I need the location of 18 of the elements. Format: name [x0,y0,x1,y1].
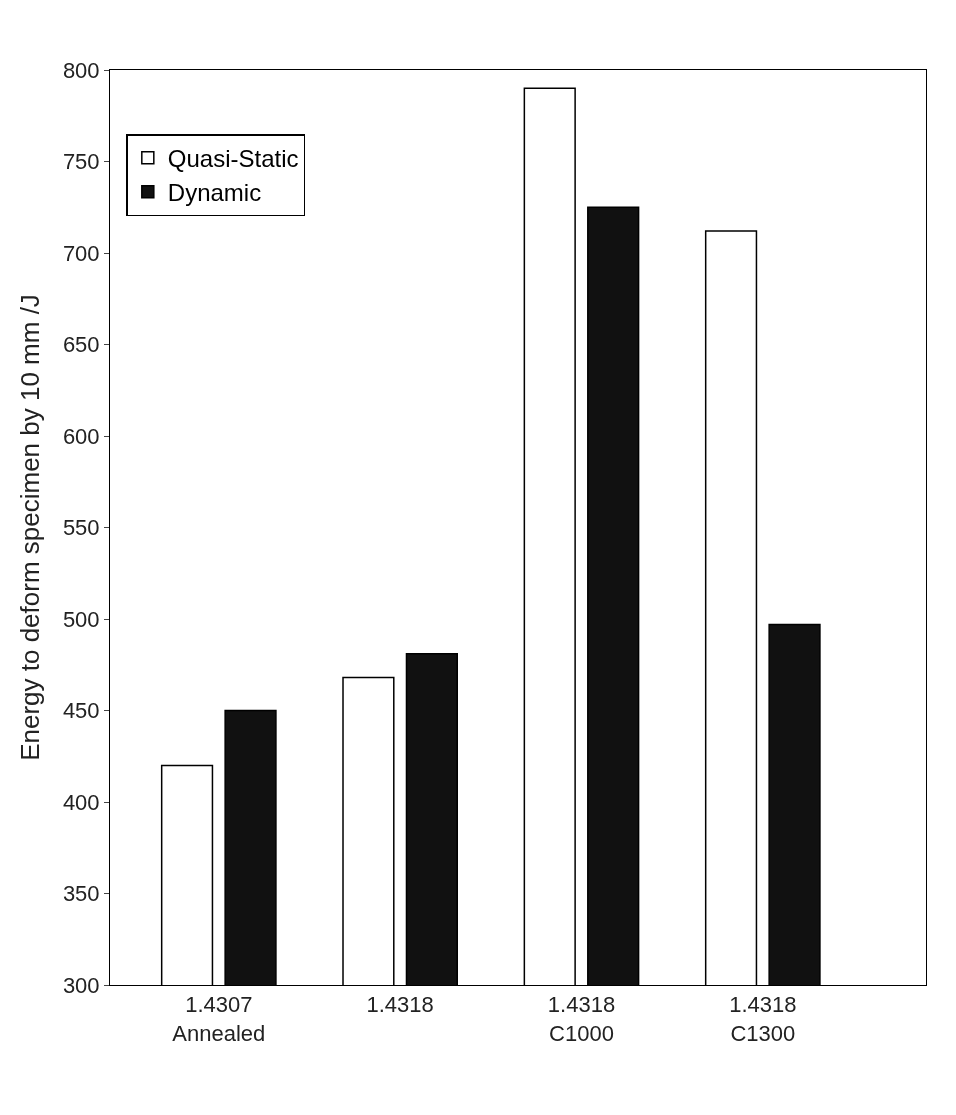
y-tick-label: 800 [62,57,100,83]
x-tick-label: 1.4318 C1000 [547,992,616,1046]
y-tick-label: 450 [62,698,100,724]
y-tick-label: 350 [62,881,100,907]
x-tick-label: 1.4318 C1300 [729,992,797,1046]
y-tick-label: 600 [62,423,100,449]
y-tick-label: 650 [62,332,100,358]
x-tick-label: 1.4307 Annealed [172,992,266,1046]
y-tick-label: 500 [62,606,100,632]
legend-label: Dynamic [167,179,262,207]
y-tick-label: 750 [62,149,100,175]
y-tick-label: 300 [62,972,100,998]
y-axis-title: Energy to deform specimen by 10 mm /J [15,294,46,761]
legend-label: Quasi-Static [167,145,299,173]
x-tick-label: 1.4318 [366,992,434,1018]
y-tick-label: 700 [62,240,100,266]
y-tick-label: 550 [62,515,100,541]
y-tick-label: 400 [62,789,100,815]
